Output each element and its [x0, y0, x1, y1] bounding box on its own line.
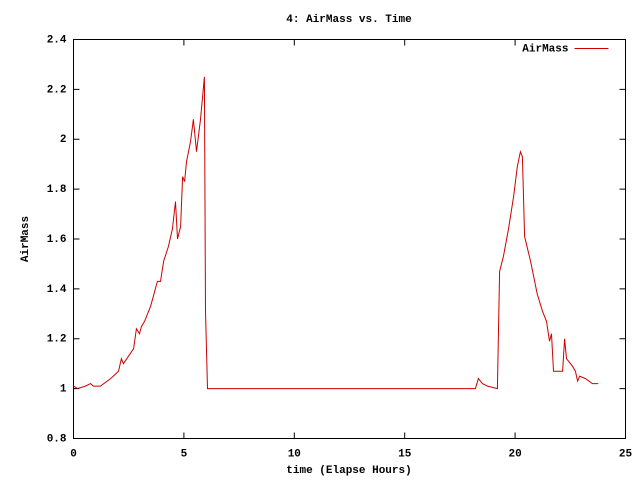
y-tick-label: 1.6: [47, 234, 67, 246]
x-tick-label: 0: [70, 448, 77, 460]
plot-frame: [73, 39, 626, 439]
y-tick-label: 1.8: [47, 184, 67, 196]
y-tick-label: 1.4: [47, 284, 67, 296]
y-axis-label: AirMass: [20, 216, 32, 262]
chart-title: 4: AirMass vs. Time: [286, 14, 412, 26]
x-tick-label: 15: [398, 448, 412, 460]
x-tick-label: 10: [288, 448, 301, 460]
y-tick-label: 2: [60, 134, 67, 146]
x-tick-label: 25: [619, 448, 633, 460]
data-line: [73, 76, 599, 390]
y-tick-label: 2.2: [47, 84, 67, 96]
y-tick-label: 1.2: [47, 334, 67, 346]
x-tick-label: 5: [181, 448, 188, 460]
x-tick-label: 20: [508, 448, 521, 460]
y-tick-label: 2.4: [47, 34, 67, 46]
legend-label: AirMass: [522, 43, 568, 55]
y-tick-label: 1: [60, 384, 67, 396]
x-axis-label: time (Elapse Hours): [286, 465, 411, 477]
y-tick-label: 0.8: [47, 433, 67, 445]
